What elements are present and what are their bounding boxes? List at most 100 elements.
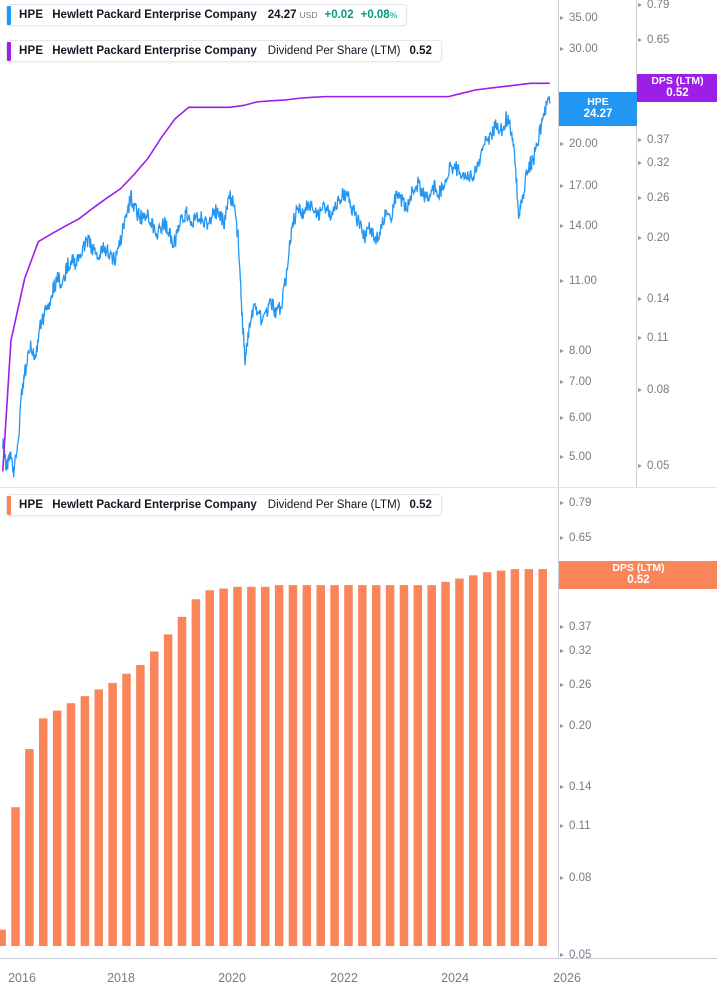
price-axis-tick: 5.00 [559, 450, 591, 464]
dps-bar[interactable] [260, 586, 270, 946]
price-y-axis[interactable]: 35.0030.0025.0020.0017.0014.0011.008.007… [558, 0, 637, 487]
dps-top-axis-tick-label: 0.32 [647, 157, 670, 169]
legend-dps-top-company: Hewlett Packard Enterprise Company [52, 45, 257, 57]
price-axis-tick-label: 35.00 [569, 12, 598, 24]
dps-bar[interactable] [344, 585, 353, 946]
legend-dps-bottom-ticker: HPE [19, 499, 44, 511]
dps-bar[interactable] [455, 578, 464, 946]
price-chart-pane[interactable] [0, 0, 558, 487]
dps-bar[interactable] [399, 585, 409, 946]
dps-bar[interactable] [316, 585, 325, 946]
dps-bar[interactable] [11, 807, 20, 946]
axis-tick-marker-icon [560, 536, 564, 540]
legend-dps-bottom-color-swatch [7, 495, 11, 515]
dps-bar[interactable] [80, 696, 90, 946]
price-axis-tick-label: 7.00 [569, 376, 592, 388]
dps-bar[interactable] [149, 651, 159, 946]
dps-bar[interactable] [413, 585, 423, 946]
axis-tick-marker-icon [560, 501, 564, 505]
dps-bar[interactable] [496, 570, 506, 946]
price-axis-tick-label: 30.00 [569, 43, 598, 55]
dps-bar[interactable] [247, 586, 256, 946]
dps-bottom-axis-tick: 0.65 [559, 531, 591, 545]
dps-bar[interactable] [177, 616, 187, 946]
dps-top-axis-tick-label: 0.65 [647, 34, 670, 46]
legend-price[interactable]: HPE Hewlett Packard Enterprise Company 2… [6, 4, 408, 26]
dps-bar[interactable] [330, 585, 339, 946]
dps-bottom-value-badge[interactable]: DPS (LTM) 0.52 [559, 561, 717, 589]
price-axis-tick-label: 5.00 [569, 451, 592, 463]
dps-bar[interactable] [441, 581, 450, 946]
axis-tick-marker-icon [638, 464, 642, 468]
dps-bar[interactable] [385, 585, 395, 946]
dps-chart-pane[interactable] [0, 488, 558, 958]
dps-bar[interactable] [191, 599, 201, 946]
dps-bottom-axis-tick: 0.20 [559, 719, 591, 733]
x-axis-tick-label: 2026 [553, 971, 581, 985]
x-axis-tick-label: 2022 [330, 971, 358, 985]
dps-top-axis-tick-label: 0.79 [647, 0, 670, 11]
dps-bottom-axis-tick-label: 0.08 [569, 872, 592, 884]
x-axis[interactable]: 2016 2018 2020 2022 2024 2026 [0, 958, 717, 1005]
dps-bars-svg [0, 569, 547, 946]
legend-price-ticker: HPE [19, 9, 44, 21]
dps-bar[interactable] [274, 585, 284, 946]
legend-price-change: +0.02 [324, 9, 354, 21]
dps-bar[interactable] [288, 585, 298, 946]
dps-bar[interactable] [427, 585, 436, 946]
dps-bar[interactable] [482, 572, 492, 946]
dps-top-value-badge[interactable]: DPS (LTM) 0.52 [637, 74, 717, 102]
dps-bar[interactable] [205, 590, 214, 946]
legend-dps-top-metric: Dividend Per Share (LTM) [267, 45, 401, 57]
axis-tick-marker-icon [560, 625, 564, 629]
dps-bar[interactable] [66, 703, 76, 946]
dps-bottom-axis-tick: 0.26 [559, 678, 591, 692]
dps-bar[interactable] [108, 682, 117, 946]
dps-bar[interactable] [219, 588, 228, 946]
legend-dps-bottom[interactable]: HPE Hewlett Packard Enterprise Company D… [6, 494, 442, 516]
dps-bar[interactable] [39, 718, 48, 946]
dps-bar[interactable] [0, 929, 6, 946]
dps-top-axis-tick: 0.14 [637, 292, 669, 306]
axis-tick-marker-icon [560, 824, 564, 828]
dps-bar[interactable] [538, 569, 547, 946]
dps-top-y-axis[interactable]: 0.790.650.510.370.320.260.200.140.110.08… [636, 0, 717, 487]
dps-bar[interactable] [163, 634, 173, 946]
dps-bottom-axis-tick-label: 0.32 [569, 645, 592, 657]
dps-top-axis-tick: 0.26 [637, 191, 669, 205]
axis-tick-marker-icon [560, 380, 564, 384]
dps-bar[interactable] [302, 585, 312, 946]
dps-bar[interactable] [524, 569, 534, 946]
dps-bottom-badge-label: DPS (LTM) [612, 562, 665, 575]
legend-price-company: Hewlett Packard Enterprise Company [52, 9, 257, 21]
dps-top-axis-tick-label: 0.26 [647, 192, 670, 204]
dps-bar[interactable] [122, 673, 131, 946]
dps-bar[interactable] [469, 575, 478, 946]
dps-line-series [1, 82, 550, 472]
dps-bar[interactable] [136, 665, 145, 946]
dps-bar[interactable] [52, 710, 62, 946]
dps-bottom-y-axis[interactable]: 0.790.650.510.370.320.260.200.140.110.08… [558, 488, 717, 961]
dps-bar[interactable] [358, 585, 367, 946]
dps-plot-area[interactable] [0, 488, 558, 958]
dps-bar[interactable] [371, 585, 381, 946]
price-plot-area[interactable] [0, 0, 558, 487]
dps-bottom-axis-tick: 0.32 [559, 644, 591, 658]
dps-bar[interactable] [25, 749, 34, 946]
axis-tick-marker-icon [560, 279, 564, 283]
price-line-series [2, 96, 551, 478]
x-axis-tick-label: 2018 [107, 971, 135, 985]
dps-bar[interactable] [94, 689, 104, 946]
axis-tick-marker-icon [638, 138, 642, 142]
price-value-badge[interactable]: HPE 24.27 [559, 92, 637, 126]
dps-bottom-axis-tick-label: 0.37 [569, 621, 592, 633]
dps-top-axis-tick: 0.11 [637, 331, 669, 345]
dps-bar[interactable] [510, 569, 520, 946]
dps-bar[interactable] [233, 586, 242, 946]
dps-bottom-axis-tick-label: 0.65 [569, 532, 592, 544]
axis-tick-marker-icon [560, 724, 564, 728]
legend-dps-top[interactable]: HPE Hewlett Packard Enterprise Company D… [6, 40, 442, 62]
axis-tick-marker-icon [560, 683, 564, 687]
axis-tick-marker-icon [560, 16, 564, 20]
